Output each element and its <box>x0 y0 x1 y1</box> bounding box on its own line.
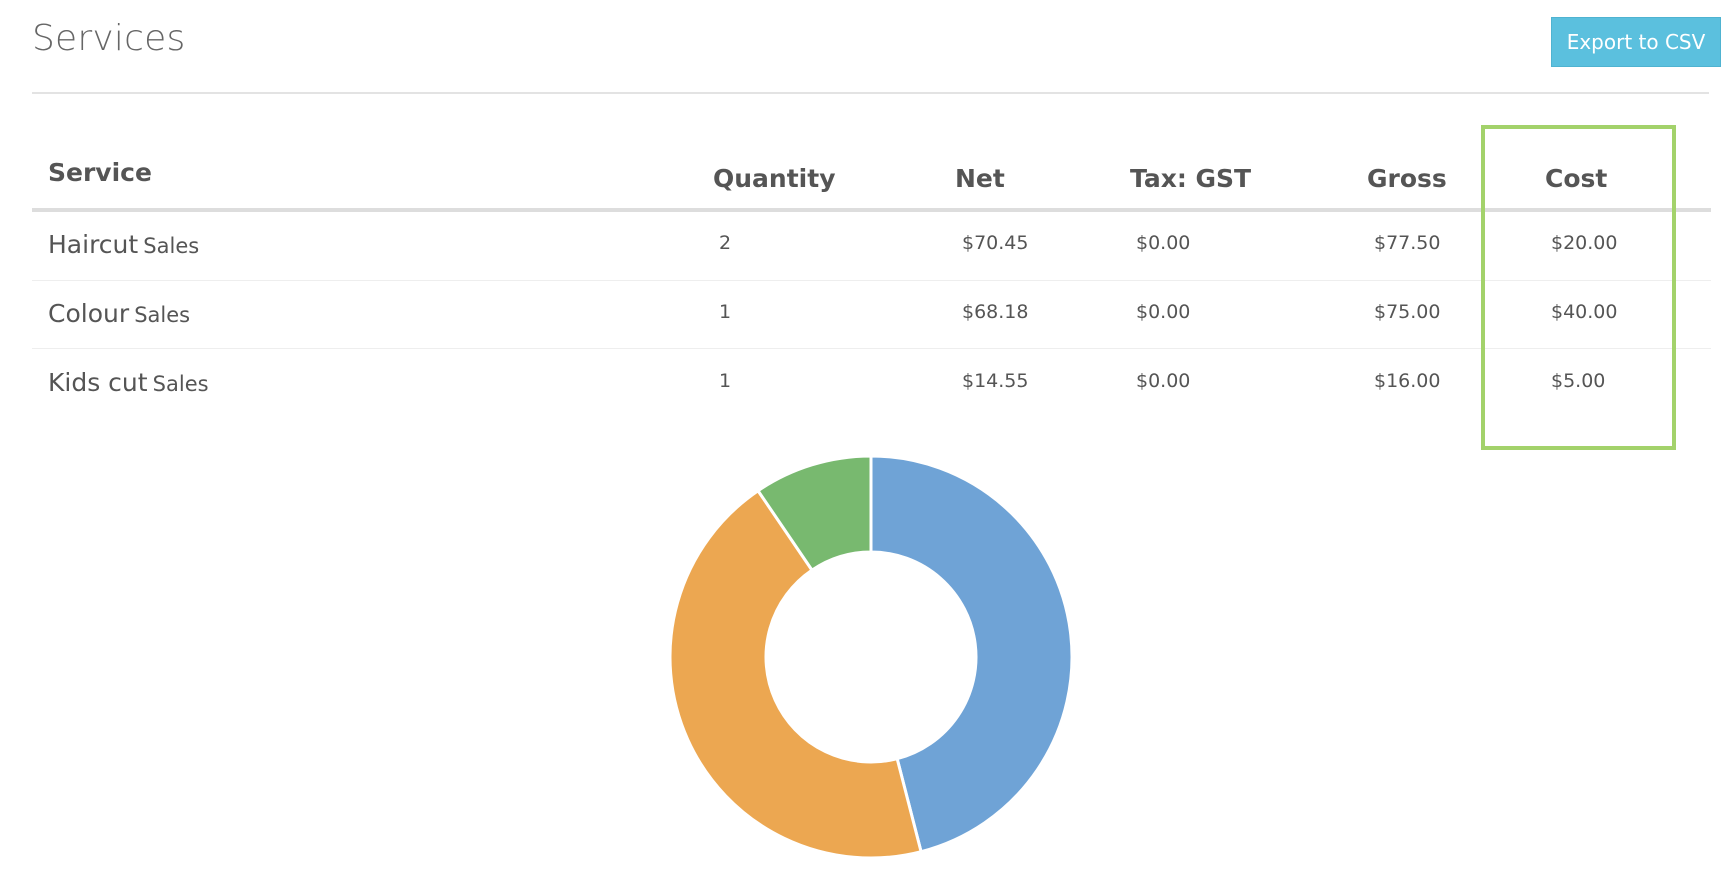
service-label: Kids cut <box>48 368 148 397</box>
export-csv-button[interactable]: Export to CSV <box>1551 17 1721 67</box>
donut-slice-kids-cut[interactable] <box>755 454 873 573</box>
gross-cell: $16.00 <box>1374 370 1441 392</box>
service-name: Colour Sales <box>48 299 190 328</box>
header-net[interactable]: Net <box>955 164 1005 193</box>
net-cell: $14.55 <box>962 370 1029 392</box>
header-cost[interactable]: Cost <box>1545 164 1608 193</box>
gross-cell: $75.00 <box>1374 301 1441 323</box>
tax-cell: $0.00 <box>1136 370 1191 392</box>
title-divider <box>32 92 1709 94</box>
net-cell: $70.45 <box>962 232 1029 254</box>
donut-slice-colour[interactable] <box>668 488 923 860</box>
quantity-cell: 1 <box>719 370 732 392</box>
tax-cell: $0.00 <box>1136 301 1191 323</box>
row-divider <box>32 280 1711 281</box>
page-title: Services <box>32 18 186 59</box>
cost-cell: $5.00 <box>1551 370 1606 392</box>
service-category: Sales <box>134 303 191 327</box>
header-tax[interactable]: Tax: GST <box>1130 164 1252 193</box>
service-name: Haircut Sales <box>48 230 199 259</box>
header-quantity[interactable]: Quantity <box>713 164 836 193</box>
quantity-cell: 1 <box>719 301 732 323</box>
cost-cell: $20.00 <box>1551 232 1618 254</box>
service-category: Sales <box>143 234 200 258</box>
header-service[interactable]: Service <box>48 158 152 187</box>
gross-cell: $77.50 <box>1374 232 1441 254</box>
service-label: Colour <box>48 299 130 328</box>
services-donut-chart <box>668 454 1074 860</box>
cost-column-highlight <box>1481 125 1676 450</box>
donut-slice-haircut[interactable] <box>869 454 1074 854</box>
tax-cell: $0.00 <box>1136 232 1191 254</box>
service-label: Haircut <box>48 230 139 259</box>
service-name: Kids cut Sales <box>48 368 209 397</box>
header-gross[interactable]: Gross <box>1367 164 1447 193</box>
header-divider <box>32 208 1711 212</box>
row-divider <box>32 348 1711 349</box>
quantity-cell: 2 <box>719 232 732 254</box>
net-cell: $68.18 <box>962 301 1029 323</box>
service-category: Sales <box>152 372 209 396</box>
cost-cell: $40.00 <box>1551 301 1618 323</box>
